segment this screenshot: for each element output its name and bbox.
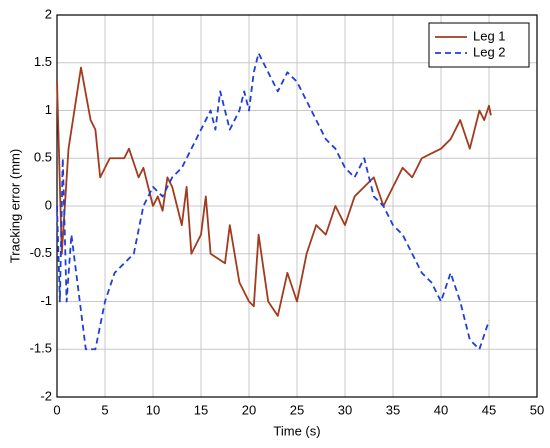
- x-tick-label: 0: [53, 402, 60, 417]
- x-axis-label: Time (s): [273, 423, 320, 438]
- x-tick-label: 20: [242, 402, 256, 417]
- y-tick-label: 0: [45, 197, 52, 212]
- x-tick-label: 50: [530, 402, 544, 417]
- y-tick-label: -2: [40, 388, 52, 403]
- y-tick-label: 0.5: [34, 150, 52, 165]
- y-axis-label: Tracking error (mm): [7, 149, 22, 263]
- data-line: [56, 52, 490, 351]
- y-tick-label: -1.5: [30, 341, 52, 356]
- x-tick-label: 40: [434, 402, 448, 417]
- x-tick-label: 15: [194, 402, 208, 417]
- y-tick-label: -1: [40, 293, 52, 308]
- data-line: [56, 66, 492, 317]
- y-tick-label: 1: [45, 102, 52, 117]
- y-tick-label: 1.5: [34, 54, 52, 69]
- x-tick-label: 10: [146, 402, 160, 417]
- legend-box: [428, 22, 530, 68]
- x-tick-label: 35: [386, 402, 400, 417]
- y-tick-label: -0.5: [30, 245, 52, 260]
- x-tick-label: 45: [482, 402, 496, 417]
- x-tick-label: 5: [101, 402, 108, 417]
- x-tick-label: 25: [290, 402, 304, 417]
- x-tick-label: 30: [338, 402, 352, 417]
- y-tick-label: 2: [45, 6, 52, 21]
- legend-label: Leg 1: [473, 28, 506, 43]
- legend-label: Leg 2: [473, 44, 506, 59]
